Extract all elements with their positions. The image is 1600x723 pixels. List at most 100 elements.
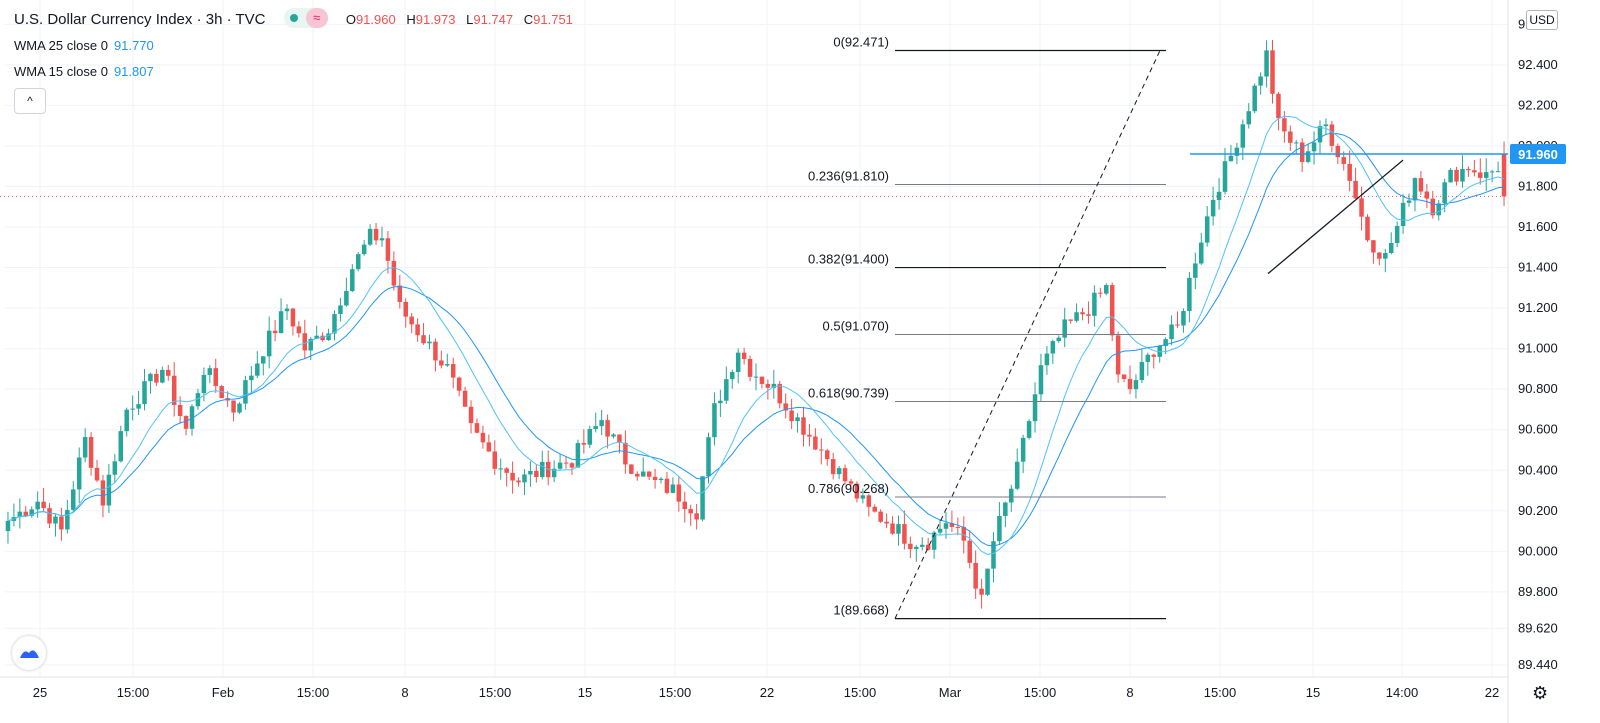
- candle-body: [1044, 353, 1050, 366]
- candle-body: [581, 443, 587, 445]
- candle-body: [1305, 151, 1311, 162]
- candle-body: [1430, 198, 1436, 216]
- delayed-data-icon: ≈: [305, 8, 328, 28]
- candle-body: [1068, 319, 1073, 321]
- close-value: 91.751: [533, 11, 573, 27]
- candle-body: [1400, 202, 1406, 227]
- candle-body: [765, 383, 771, 388]
- candle-body: [118, 431, 124, 462]
- candle-body: [551, 468, 557, 478]
- candle-body: [1388, 243, 1394, 254]
- candle-body: [1199, 242, 1204, 264]
- candle-body: [914, 546, 919, 550]
- candle-body: [1104, 285, 1109, 294]
- candle-body: [1252, 85, 1257, 112]
- candle-body: [1038, 365, 1044, 395]
- indicator-wma25[interactable]: WMA 25 close 0 91.770: [14, 38, 154, 53]
- candle-body: [480, 432, 486, 443]
- candle-body: [439, 360, 444, 366]
- candle-body: [682, 501, 688, 510]
- candle-body: [35, 501, 40, 510]
- wma25-line: [7, 132, 1505, 547]
- candle-body: [902, 524, 907, 544]
- collapse-legend-button[interactable]: ^: [14, 88, 46, 114]
- candle-body: [94, 467, 100, 481]
- candle-body: [391, 260, 397, 286]
- candle-body: [937, 528, 943, 533]
- candle-body: [237, 403, 242, 413]
- candle-body: [694, 513, 699, 520]
- candle-body: [1133, 380, 1139, 390]
- candle-body: [112, 461, 118, 475]
- candle-body: [516, 480, 521, 483]
- candle-body: [1246, 111, 1252, 125]
- candle-body: [427, 341, 432, 344]
- candle-body: [474, 423, 480, 433]
- candle-body: [445, 364, 450, 366]
- candle-body: [1121, 374, 1127, 379]
- y-tick-label: 90.200: [1518, 503, 1558, 518]
- symbol-title[interactable]: U.S. Dollar Currency Index · 3h · TVC: [14, 10, 266, 28]
- candle-body: [177, 404, 183, 416]
- candle-body: [1472, 170, 1477, 173]
- candle-body: [332, 314, 337, 334]
- candle-body: [1092, 292, 1097, 316]
- y-tick-label: 90.000: [1518, 543, 1558, 558]
- candle-body: [255, 363, 260, 376]
- candle-body: [53, 516, 58, 524]
- currency-button[interactable]: USD: [1526, 10, 1558, 30]
- candle-body: [640, 471, 646, 477]
- candle-body: [1394, 226, 1400, 244]
- candle-body: [379, 238, 385, 241]
- candle-body: [593, 426, 598, 430]
- indicator-wma15[interactable]: WMA 15 close 0 91.807: [14, 64, 154, 79]
- last-price-label: 91.960: [1518, 147, 1558, 162]
- indicator-label: WMA 15 close 0: [14, 64, 108, 79]
- candle-body: [47, 508, 52, 524]
- candle-body: [854, 483, 860, 499]
- chevron-up-icon: ^: [27, 94, 33, 108]
- candle-body: [207, 368, 213, 375]
- y-tick-label: 91.200: [1518, 300, 1558, 315]
- candle-body: [884, 521, 889, 524]
- candle-body: [658, 478, 664, 480]
- tradingview-logo[interactable]: [12, 636, 46, 670]
- candle-body: [504, 468, 509, 473]
- candle-body: [1460, 168, 1465, 182]
- settings-icon[interactable]: ⚙: [1532, 683, 1549, 703]
- fib-level-label: 1(89.668): [833, 603, 889, 618]
- fib-level-label: 0(92.471): [833, 34, 889, 49]
- candle-body: [106, 474, 112, 506]
- y-tick-label: 92.200: [1518, 97, 1558, 112]
- candle-body: [486, 442, 492, 452]
- x-tick-label: 8: [1126, 685, 1133, 700]
- y-tick-label: 91.600: [1518, 219, 1558, 234]
- candle-body: [836, 468, 842, 475]
- candle-body: [1151, 354, 1157, 357]
- candle-body: [1353, 180, 1358, 199]
- indicator-label: WMA 25 close 0: [14, 38, 108, 53]
- candle-body: [1204, 216, 1210, 243]
- y-tick-label: 89.800: [1518, 584, 1558, 599]
- candle-body: [712, 403, 717, 438]
- candle-body: [700, 476, 705, 520]
- fib-level-label: 0.618(90.739): [808, 386, 889, 401]
- chart-header: U.S. Dollar Currency Index · 3h · TVC ≈ …: [14, 8, 580, 30]
- candle-body: [272, 330, 278, 334]
- y-tick-label: 89.440: [1518, 657, 1558, 672]
- candle-body: [1293, 142, 1299, 144]
- candle-body: [563, 462, 569, 464]
- candle-body: [409, 316, 414, 325]
- ohlc-readout: O91.960 H91.973 L91.747 C91.751: [346, 12, 580, 27]
- market-status-badge[interactable]: ≈: [283, 8, 328, 28]
- candle-body: [130, 408, 135, 410]
- candle-body: [735, 352, 741, 373]
- candle-body: [1371, 240, 1376, 253]
- candle-body: [450, 364, 456, 378]
- candle-body: [1329, 124, 1335, 146]
- candle-body: [373, 228, 379, 241]
- low-label: L: [466, 11, 474, 27]
- candle-body: [807, 434, 812, 437]
- candle-body: [1282, 118, 1287, 132]
